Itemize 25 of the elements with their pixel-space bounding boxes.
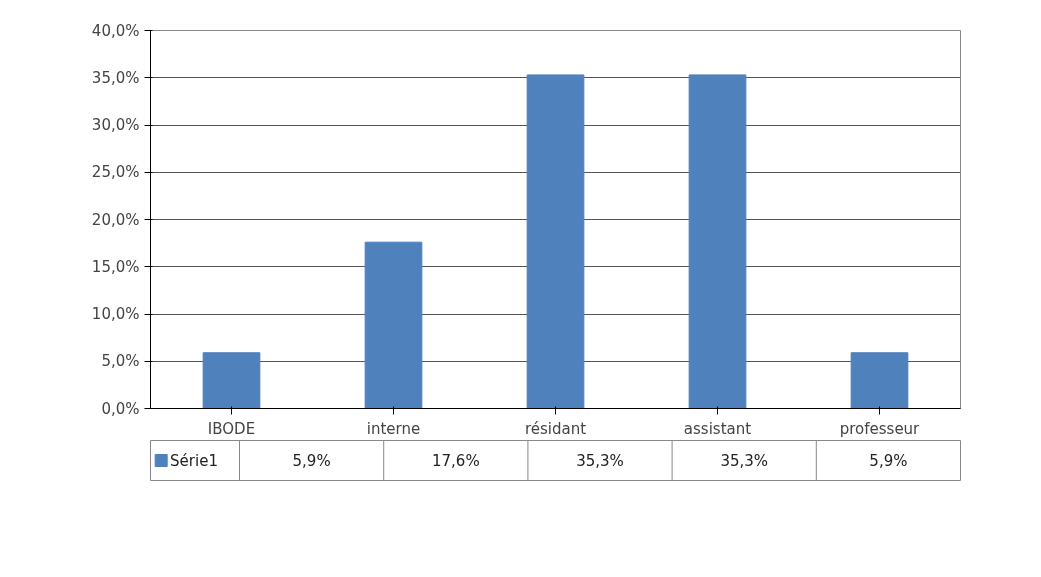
y-tick-label: 30,0% [91,116,140,134]
x-tick-label: assistant [683,419,752,438]
y-tick-label: 5,0% [101,352,140,371]
y-tick-label: 35,0% [91,68,140,87]
x-tick-label: interne [366,419,421,438]
data-label: 5,9% [292,451,331,470]
data-label: 17,6% [431,451,480,470]
bar [526,74,585,409]
x-tick-label: IBODE [207,419,256,438]
y-tick-label: 0,0% [101,399,140,418]
y-tick-label: 10,0% [91,305,140,323]
bar [202,352,261,409]
y-tick-label: 25,0% [91,163,140,182]
data-label: 35,3% [576,451,624,470]
data-label: 35,3% [720,451,769,470]
x-tick-label: professeur [839,419,921,438]
y-tick-label: 20,0% [91,210,140,229]
bar [688,74,747,409]
y-tick-label: 15,0% [91,257,140,276]
bar [850,352,909,409]
x-tick-label: résidant [524,419,587,438]
data-label: 5,9% [869,451,908,470]
y-tick-label: 40,0% [91,21,140,40]
bar [364,241,423,409]
legend-label: Série1 [170,451,218,470]
